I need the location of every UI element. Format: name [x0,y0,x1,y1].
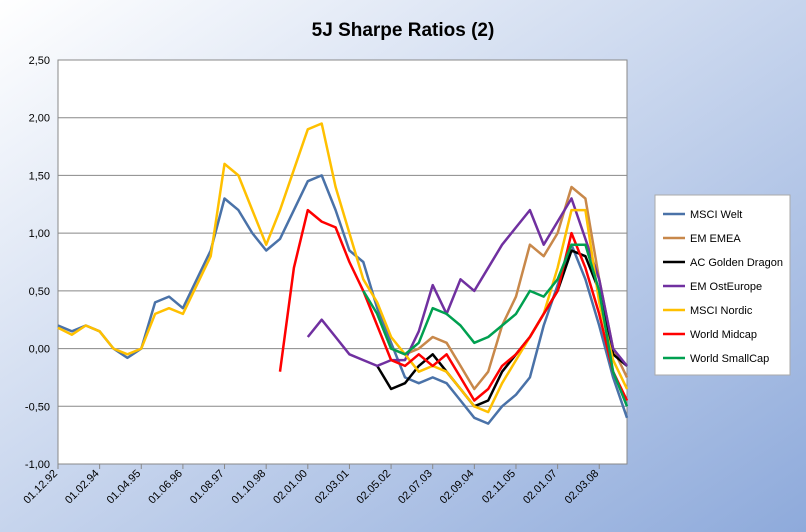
plot-area [57,59,628,465]
series-line [278,208,629,402]
legend-label: EM EMEA [690,233,741,245]
y-tick-label: -0,50 [25,401,50,413]
series-line [376,249,628,408]
y-tick-label: 2,50 [29,55,50,67]
legend-label: MSCI Nordic [690,305,753,317]
series-line [306,197,628,368]
chart-title: 5J Sharpe Ratios (2) [312,20,495,41]
y-tick-label: -1,00 [25,459,50,471]
y-tick-label: 2,00 [29,113,50,125]
y-tick-label: 1,50 [29,170,50,182]
series-line [57,174,629,425]
legend-label: MSCI Welt [690,209,742,221]
y-tick-label: 0,50 [29,286,50,298]
y-tick-label: 0,00 [29,344,50,356]
legend-label: AC Golden Dragon [690,257,783,269]
legend-label: EM OstEurope [690,281,762,293]
series-line [362,243,629,407]
legend-label: World SmallCap [690,353,769,365]
legend-label: World Midcap [690,329,757,341]
y-tick-label: 1,00 [29,228,50,240]
